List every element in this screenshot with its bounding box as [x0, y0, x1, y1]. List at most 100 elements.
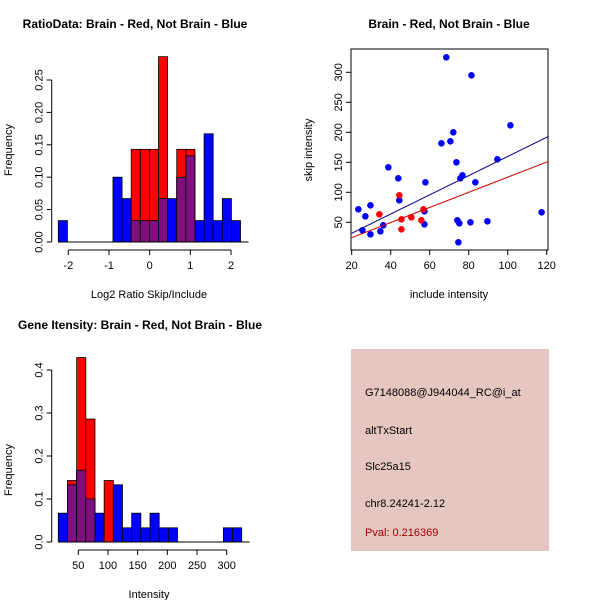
point-brain [395, 192, 403, 199]
probe-id: G7148088@J944044_RC@i_at [365, 387, 521, 399]
y-tick-label: 0.15 [34, 134, 46, 155]
info-panel [351, 349, 549, 551]
bar-overlap [76, 469, 87, 543]
bar-not-brain [121, 198, 132, 243]
point-not-brain [453, 159, 460, 166]
y-axis-label: Frequency [3, 444, 15, 496]
event-type: altTxStart [365, 425, 412, 437]
x-tick-label: -1 [104, 260, 114, 272]
y-tick-label: 0.4 [34, 362, 46, 377]
x-axis-label: Log2 Ratio Skip/Include [91, 289, 207, 301]
bar-not-brain [222, 527, 233, 543]
point-not-brain [447, 138, 454, 145]
bar-not-brain [57, 512, 68, 543]
x-tick-label: 20 [346, 260, 358, 272]
point-brain [418, 217, 425, 224]
fit-line-brain [351, 160, 549, 239]
point-not-brain [438, 139, 445, 147]
chart-title: Brain - Red, Not Brain - Blue [368, 17, 530, 31]
chart-title: Gene Itensity: Brain - Red, Not Brain - … [18, 318, 262, 332]
y-tick-label: 250 [333, 93, 345, 111]
point-not-brain [467, 219, 474, 226]
point-not-brain [362, 213, 369, 220]
bar-overlap [158, 198, 169, 243]
point-not-brain [377, 228, 384, 235]
x-tick-label: 1 [187, 260, 193, 272]
x-axis-label: include intensity [410, 289, 489, 301]
y-tick-label: 0.10 [34, 166, 46, 187]
bar-overlap [185, 155, 196, 243]
y-tick-label: 0.00 [34, 231, 46, 252]
y-tick-label: 300 [333, 63, 345, 81]
bar-not-brain [231, 220, 241, 243]
x-tick-label: 250 [188, 560, 206, 572]
y-tick-label: 0.0 [34, 534, 46, 549]
point-not-brain [484, 217, 491, 225]
bar-brain [103, 480, 114, 543]
bar-not-brain [149, 512, 160, 543]
bar-not-brain [158, 527, 169, 543]
fit-line-not-brain [351, 135, 549, 234]
bar-overlap [176, 176, 187, 243]
bar-not-brain [131, 512, 142, 543]
bar-not-brain [57, 220, 68, 243]
y-tick-label: 0.25 [34, 69, 46, 90]
point-not-brain [468, 72, 475, 79]
point-brain [376, 211, 383, 218]
bar-overlap [149, 220, 159, 243]
chart-title: RatioData: Brain - Red, Not Brain - Blue [23, 17, 248, 31]
x-tick-label: 40 [385, 260, 397, 272]
gene-name: Slc25a15 [365, 461, 411, 473]
y-tick-label: 100 [333, 183, 345, 201]
bar-overlap [130, 220, 141, 243]
pval: Pval: 0.216369 [365, 527, 438, 539]
x-axis-label: Intensity [129, 589, 170, 600]
y-tick-label: 0.1 [34, 491, 46, 506]
x-tick-label: 0 [147, 260, 153, 272]
bar-overlap [85, 498, 96, 543]
point-not-brain [355, 205, 362, 213]
bar-not-brain [112, 176, 123, 243]
x-tick-label: 60 [424, 260, 436, 272]
point-brain [398, 226, 405, 233]
x-tick-label: 300 [218, 560, 236, 572]
point-not-brain [367, 231, 374, 238]
bar-not-brain [221, 198, 232, 243]
x-tick-label: 80 [463, 260, 475, 272]
bar-not-brain [94, 512, 105, 543]
bar-not-brain [194, 220, 205, 243]
bar-not-brain [140, 527, 151, 543]
x-tick-label: 120 [538, 260, 556, 272]
point-not-brain [367, 202, 374, 209]
bar-not-brain [122, 527, 133, 543]
bar-not-brain [212, 220, 223, 243]
y-tick-label: 0.2 [34, 448, 46, 463]
x-tick-label: 2 [228, 260, 234, 272]
y-tick-label: 0.3 [34, 405, 46, 420]
y-tick-label: 0.20 [34, 102, 46, 123]
point-not-brain [455, 238, 462, 246]
x-tick-label: 200 [158, 560, 176, 572]
x-tick-label: 150 [128, 560, 146, 572]
location: chr8.24241-2.12 [365, 498, 445, 510]
bar-not-brain [112, 484, 123, 543]
bar-not-brain [203, 133, 214, 243]
plot-box [350, 48, 549, 251]
point-not-brain [395, 175, 402, 182]
point-not-brain [538, 208, 545, 216]
point-not-brain [449, 129, 457, 136]
y-tick-label: 150 [333, 153, 345, 171]
y-axis-label: Frequency [3, 124, 15, 176]
point-not-brain [459, 172, 466, 179]
y-tick-label: 50 [333, 216, 345, 228]
y-tick-label: 200 [333, 123, 345, 141]
point-not-brain [507, 121, 514, 129]
point-not-brain [456, 220, 463, 227]
point-not-brain [422, 178, 429, 186]
point-not-brain [442, 54, 450, 61]
bar-not-brain [232, 527, 243, 543]
point-not-brain [472, 178, 479, 186]
x-tick-label: 100 [99, 560, 117, 572]
